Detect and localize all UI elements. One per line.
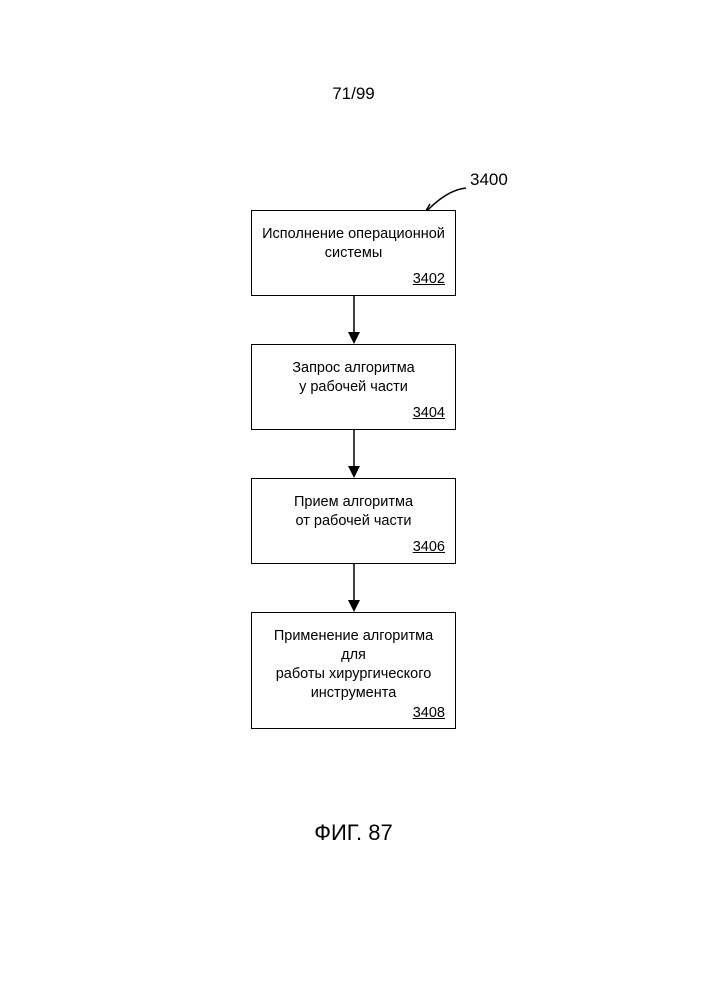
node-text-line: работы хирургического: [276, 666, 432, 682]
flowchart-reference-number: 3400: [470, 170, 508, 190]
flowchart-arrow: [344, 296, 364, 344]
node-reference: 3408: [413, 704, 445, 723]
node-text-line: системы: [325, 245, 383, 261]
node-text-line: Применение алгоритма для: [274, 628, 433, 663]
flowchart: Исполнение операционной системы 3402 Зап…: [0, 210, 707, 729]
node-reference: 3402: [413, 270, 445, 289]
flowchart-node: Исполнение операционной системы 3402: [251, 210, 456, 296]
node-reference: 3404: [413, 404, 445, 423]
flowchart-node: Применение алгоритма для работы хирургич…: [251, 612, 456, 729]
node-text-line: у рабочей части: [299, 379, 408, 395]
node-text-line: Запрос алгоритма: [292, 360, 414, 376]
figure-caption: ФИГ. 87: [0, 820, 707, 846]
flowchart-node: Прием алгоритма от рабочей части 3406: [251, 478, 456, 564]
page-number: 71/99: [0, 84, 707, 104]
node-text-line: Прием алгоритма: [294, 494, 413, 510]
flowchart-node: Запрос алгоритма у рабочей части 3404: [251, 344, 456, 430]
node-reference: 3406: [413, 538, 445, 557]
node-text-line: от рабочей части: [296, 513, 412, 529]
flowchart-arrow: [344, 564, 364, 612]
node-text-line: Исполнение операционной: [262, 226, 445, 242]
node-text-line: инструмента: [311, 685, 397, 701]
flowchart-arrow: [344, 430, 364, 478]
